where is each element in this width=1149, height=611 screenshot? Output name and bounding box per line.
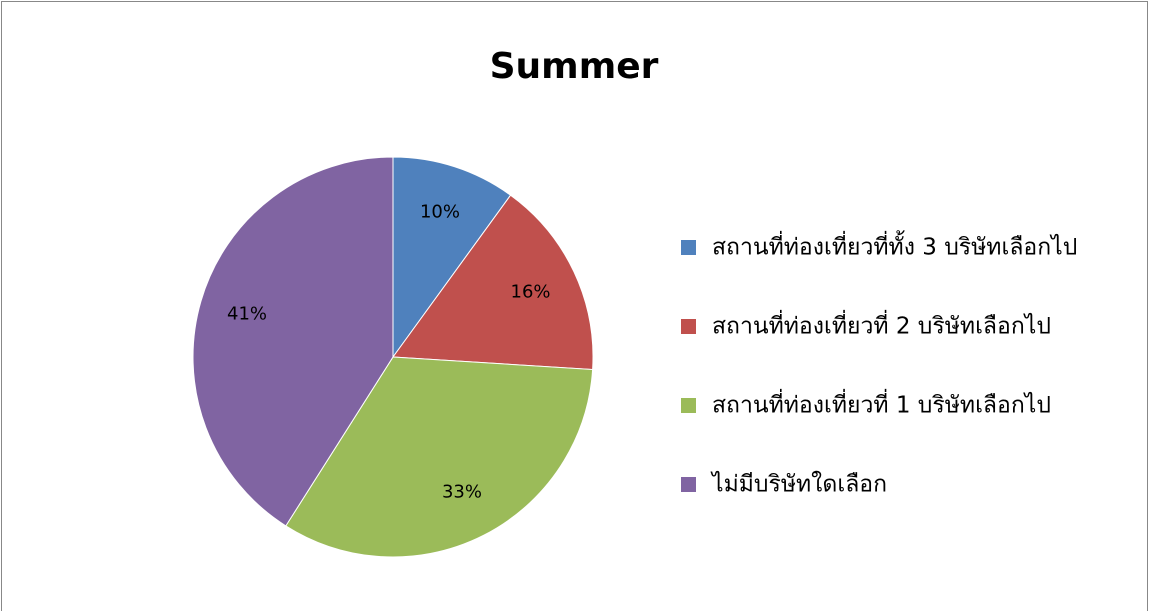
data-label: 10% (420, 201, 460, 222)
legend-label: ไม่มีบริษัทใดเลือก (710, 471, 887, 498)
legend-label: สถานที่ท่องเที่ยวที่ทั้ง 3 บริษัทเลือกไป (712, 231, 1077, 261)
data-label: 33% (442, 481, 482, 502)
legend-swatch (681, 240, 696, 255)
data-label: 41% (227, 304, 267, 325)
pie-slice (192, 156, 394, 527)
legend-label: สถานที่ท่องเที่ยวที่ 2 บริษัทเลือกไป (712, 310, 1051, 340)
legend-swatch (681, 319, 696, 334)
legend-swatch (681, 477, 696, 492)
chart-title: Summer (490, 46, 659, 87)
data-label: 16% (511, 281, 551, 302)
pie-slice (392, 194, 594, 371)
legend-label: สถานที่ท่องเที่ยวที่ 1 บริษัทเลือกไป (712, 389, 1051, 419)
legend-swatch (681, 398, 696, 413)
pie-slice (285, 356, 594, 558)
pie-slice (392, 156, 512, 359)
